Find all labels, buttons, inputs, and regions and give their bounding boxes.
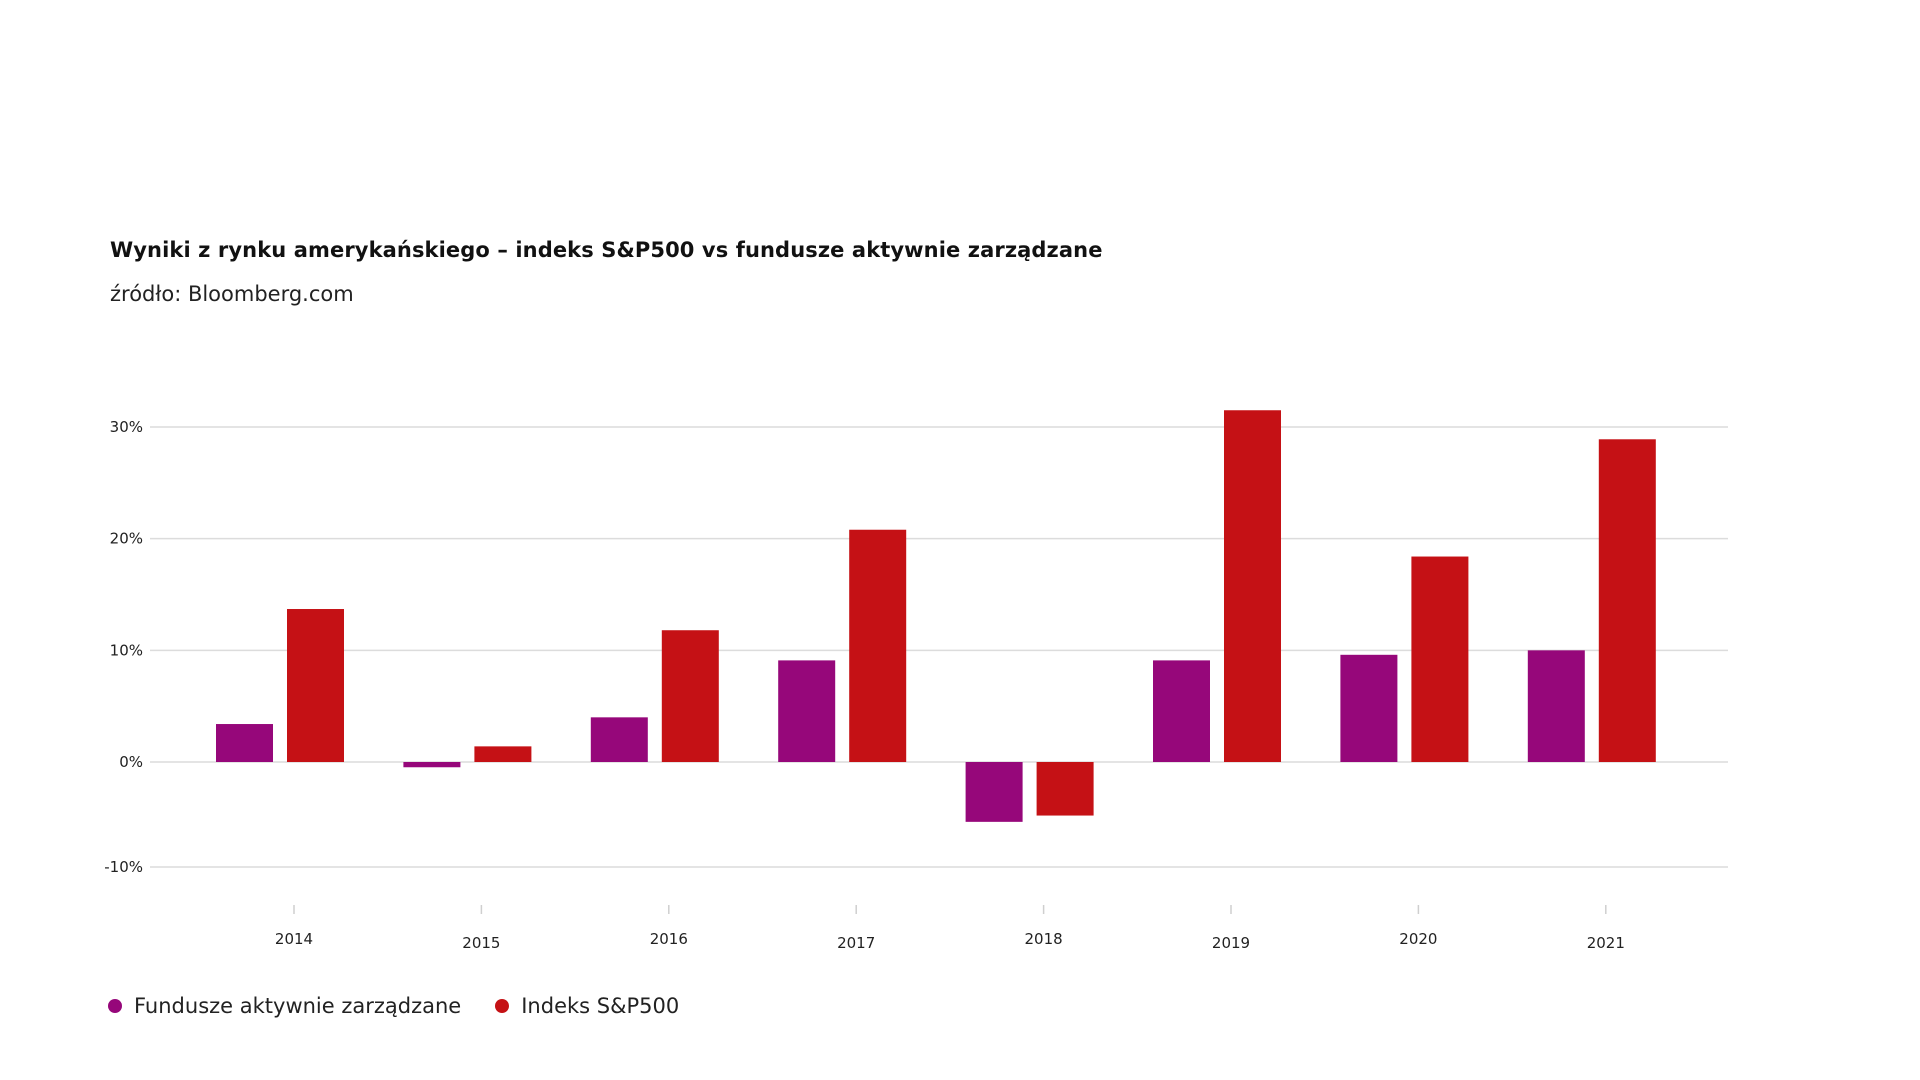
grid-lines — [150, 426, 1728, 868]
y-tick-label: 30% — [110, 418, 143, 436]
legend: Fundusze aktywnie zarządzane Indeks S&P5… — [108, 994, 679, 1018]
bar-funds-2021 — [1527, 650, 1585, 762]
y-axis-ticks: 30% 20% 10% 0% -10% — [104, 418, 143, 876]
bar-sp500-2016 — [661, 630, 719, 762]
chart-title: Wyniki z rynku amerykańskiego – indeks S… — [110, 238, 1103, 262]
bar-sp500-2020 — [1411, 556, 1469, 762]
x-tick-label: 2014 — [275, 930, 313, 948]
x-tick-label: 2021 — [1587, 934, 1625, 952]
x-axis-ticks: 2014 2015 2016 2017 2018 2019 2020 2021 — [275, 905, 1625, 952]
bar-funds-2016 — [590, 717, 648, 762]
bar-sp500-2019 — [1224, 410, 1281, 762]
y-tick-label: 20% — [110, 530, 143, 548]
x-tick-label: 2020 — [1399, 930, 1437, 948]
bars — [216, 410, 1656, 822]
bar-funds-2018 — [965, 762, 1023, 822]
chart-subtitle: źródło: Bloomberg.com — [110, 282, 354, 306]
x-tick-label: 2018 — [1025, 930, 1063, 948]
bar-funds-2014 — [216, 724, 273, 762]
legend-label-funds: Fundusze aktywnie zarządzane — [134, 994, 462, 1018]
bar-sp500-2015 — [474, 746, 532, 762]
bar-funds-2017 — [778, 660, 836, 762]
y-tick-label: 10% — [110, 641, 143, 659]
legend-swatch-funds — [108, 999, 122, 1013]
x-tick-label: 2015 — [462, 934, 500, 952]
legend-item-sp500: Indeks S&P500 — [495, 994, 679, 1018]
bar-sp500-2018 — [1036, 762, 1094, 816]
bar-sp500-2017 — [849, 529, 907, 762]
legend-swatch-sp500 — [495, 999, 510, 1013]
x-tick-label: 2017 — [837, 934, 875, 952]
legend-item-funds: Fundusze aktywnie zarządzane — [108, 994, 461, 1018]
y-tick-label: 0% — [119, 753, 143, 771]
bar-funds-2020 — [1340, 654, 1398, 762]
y-tick-label: -10% — [104, 858, 143, 876]
bar-funds-2015 — [403, 762, 461, 768]
x-tick-label: 2019 — [1212, 934, 1250, 952]
bar-funds-2019 — [1153, 660, 1210, 762]
bar-sp500-2014 — [287, 609, 344, 762]
bar-sp500-2021 — [1598, 439, 1656, 762]
x-tick-label: 2016 — [650, 930, 688, 948]
legend-label-sp500: Indeks S&P500 — [521, 994, 680, 1018]
